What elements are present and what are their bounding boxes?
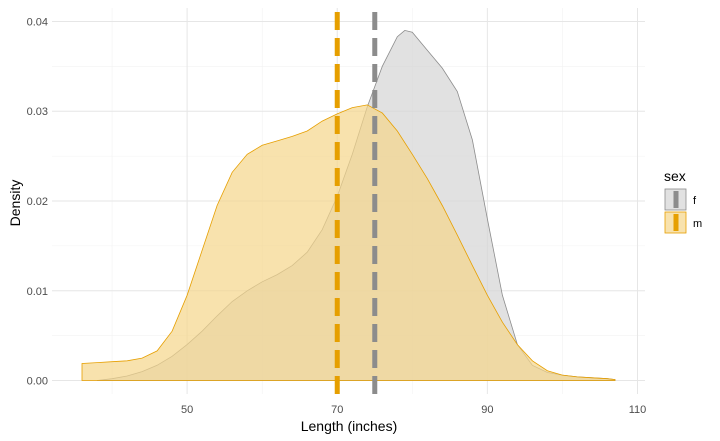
y-tick-label-1: 0.01 <box>27 286 48 298</box>
x-tick-label-1: 70 <box>331 404 343 416</box>
density-area-m <box>81 104 616 381</box>
y-tick-label-3: 0.03 <box>27 106 48 118</box>
legend-key-f: f <box>664 188 697 211</box>
legend: sex fm <box>664 168 702 234</box>
x-tick-labels: 50 70 90 110 <box>181 404 646 416</box>
legend-label-m: m <box>693 218 702 230</box>
y-tick-label-0: 0.00 <box>27 376 48 388</box>
y-tick-label-4: 0.04 <box>27 16 48 28</box>
density-areas <box>81 29 616 381</box>
x-tick-label-3: 110 <box>629 404 647 416</box>
x-tick-label-2: 90 <box>481 404 493 416</box>
legend-title: sex <box>664 168 686 184</box>
legend-key-m: m <box>664 211 702 234</box>
x-axis-title: Length (inches) <box>301 418 398 434</box>
y-tick-labels: 0.00 0.01 0.02 0.03 0.04 <box>27 16 48 387</box>
legend-keys: fm <box>664 188 702 234</box>
y-axis-title: Density <box>7 180 23 227</box>
y-tick-label-2: 0.02 <box>27 196 48 208</box>
legend-label-f: f <box>693 195 697 207</box>
mean-lines <box>334 12 378 394</box>
x-tick-label-0: 50 <box>181 404 193 416</box>
